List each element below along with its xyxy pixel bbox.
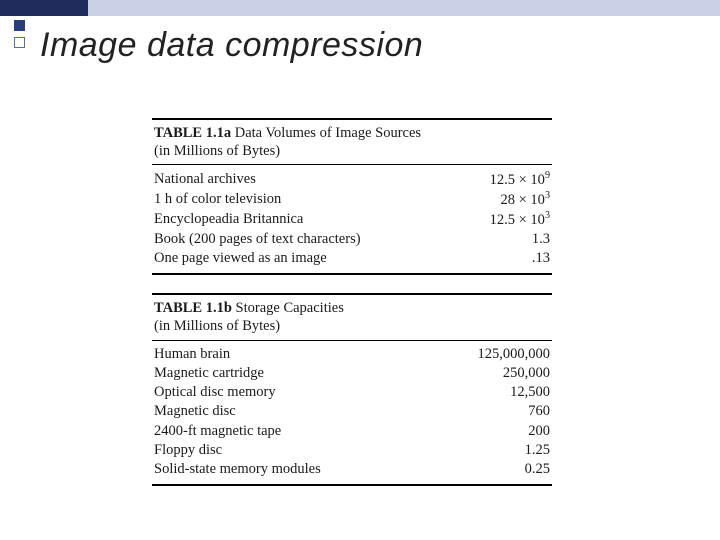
decorative-bullets [14,20,25,48]
row-value: 125,000,000 [462,345,551,363]
table-1-1a-body: National archives12.5 × 1091 h of color … [152,165,552,275]
row-value: 1.3 [516,230,550,248]
row-label: Magnetic disc [154,402,236,420]
table-1-1b-caption-line1: Storage Capacities [236,300,344,316]
row-value: 250,000 [487,364,550,382]
table-1-1a-caption: TABLE 1.1a Data Volumes of Image Sources… [152,118,552,165]
table-row: Book (200 pages of text characters) 1.3 [154,229,550,248]
table-1-1b-body: Human brain125,000,000Magnetic cartridge… [152,341,552,487]
row-value: 12.5 × 109 [474,170,550,189]
row-value: .13 [516,249,550,267]
table-row: 2400-ft magnetic tape 200 [154,421,550,440]
table-row: Human brain 125,000,000 [154,345,550,364]
slide-title: Image data compression [40,26,423,65]
row-label: Encyclopeadia Britannica [154,210,303,229]
table-row: Optical disc memory 12,500 [154,383,550,402]
row-label: Book (200 pages of text characters) [154,230,361,248]
topbar-accent [0,0,88,16]
bullet-square-filled [14,20,25,31]
table-1-1b-caption: TABLE 1.1b Storage Capacities (in Millio… [152,293,552,340]
table-row: Magnetic disc 760 [154,402,550,421]
row-value: 12.5 × 103 [474,210,550,229]
table-1-1b-caption-line2: (in Millions of Bytes) [154,318,280,334]
row-label: Human brain [154,345,230,363]
row-value: 760 [512,402,550,420]
row-value: 28 × 103 [485,190,551,209]
row-value: 1.25 [509,441,550,459]
table-1-1b-label: TABLE 1.1b [154,300,232,316]
table-1-1a-caption-line1: Data Volumes of Image Sources [235,125,421,141]
table-row: 1 h of color television 28 × 103 [154,189,550,209]
table-1-1a-label: TABLE 1.1a [154,125,231,141]
row-value: 0.25 [509,460,550,478]
tables-container: TABLE 1.1a Data Volumes of Image Sources… [152,118,552,504]
table-1-1a: TABLE 1.1a Data Volumes of Image Sources… [152,118,552,275]
table-row: National archives 12.5 × 109 [154,169,550,189]
row-value: 12,500 [494,383,550,401]
row-label: One page viewed as an image [154,249,327,267]
table-row: Floppy disc 1.25 [154,440,550,459]
table-row: Encyclopeadia Britannica 12.5 × 103 [154,209,550,229]
table-1-1b: TABLE 1.1b Storage Capacities (in Millio… [152,293,552,486]
table-row: Magnetic cartridge 250,000 [154,364,550,383]
row-label: Solid-state memory modules [154,460,321,478]
row-label: Magnetic cartridge [154,364,264,382]
table-row: One page viewed as an image .13 [154,248,550,267]
topbar-fill [88,0,720,16]
row-label: 1 h of color television [154,190,281,209]
bullet-square-empty [14,37,25,48]
slide-topbar [0,0,720,16]
row-value: 200 [512,422,550,440]
row-label: 2400-ft magnetic tape [154,422,281,440]
row-label: National archives [154,170,256,189]
table-row: Solid-state memory modules 0.25 [154,459,550,478]
table-1-1a-caption-line2: (in Millions of Bytes) [154,143,280,159]
row-label: Floppy disc [154,441,222,459]
row-label: Optical disc memory [154,383,276,401]
